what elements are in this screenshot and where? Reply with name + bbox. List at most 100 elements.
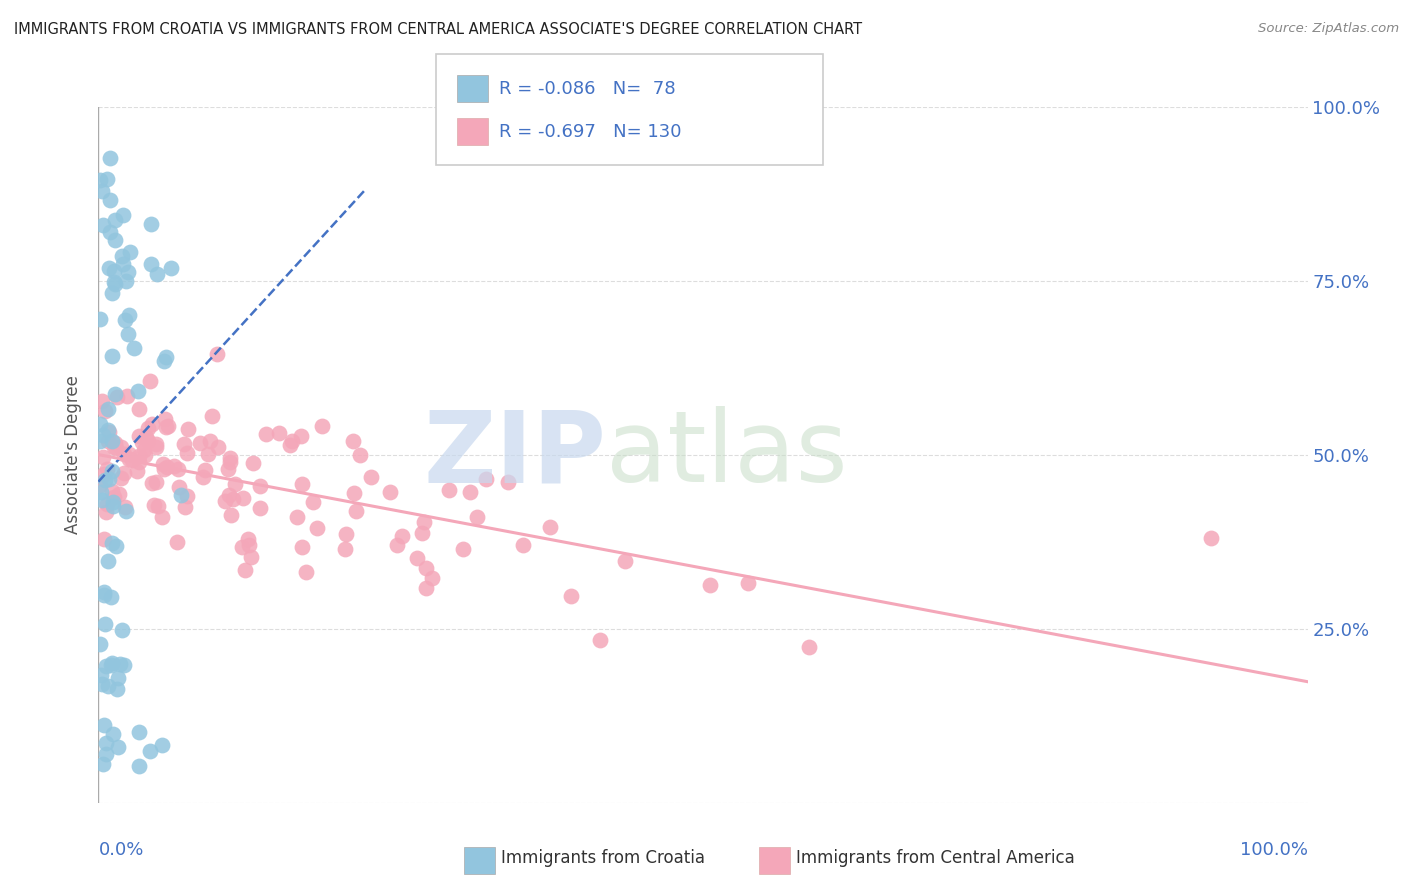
Point [139, 217, 162, 231]
Point [218, 454, 240, 468]
Point [94, 473, 117, 487]
Point [152, 462, 174, 476]
Text: R = -0.086   N=  78: R = -0.086 N= 78 [499, 79, 676, 98]
Point [101, 285, 124, 300]
Point [475, 472, 498, 486]
Point [125, 464, 148, 478]
Point [146, 499, 169, 513]
Point [145, 475, 167, 490]
Point [128, 759, 150, 773]
Point [93, 532, 115, 546]
Point [538, 519, 561, 533]
Point [120, 245, 142, 260]
Point [111, 623, 134, 637]
Point [103, 213, 125, 227]
Point [128, 402, 150, 417]
Point [221, 492, 243, 507]
Point [112, 466, 135, 480]
Point [413, 515, 436, 529]
Point [1199, 532, 1222, 546]
Text: 0.0%: 0.0% [98, 841, 143, 859]
Point [105, 441, 128, 455]
Point [97, 554, 120, 568]
Point [128, 724, 150, 739]
Point [291, 540, 314, 554]
Point [231, 491, 253, 506]
Point [239, 549, 262, 564]
Point [104, 277, 127, 292]
Point [112, 257, 135, 271]
Point [166, 462, 188, 476]
Point [496, 475, 519, 489]
Point [91, 184, 114, 198]
Point [97, 401, 120, 416]
Point [205, 347, 228, 361]
Point [799, 640, 821, 654]
Point [101, 483, 124, 498]
Point [100, 350, 122, 364]
Point [267, 425, 290, 440]
Point [98, 425, 121, 439]
Point [118, 447, 141, 461]
Point [117, 327, 139, 342]
Point [155, 351, 177, 365]
Point [117, 264, 139, 278]
Point [89, 173, 111, 187]
Point [512, 538, 534, 552]
Point [249, 479, 271, 493]
Point [121, 453, 143, 467]
Point [145, 267, 167, 281]
Point [103, 491, 125, 505]
Point [145, 436, 167, 450]
Point [191, 470, 214, 484]
Y-axis label: Associate's Degree: Associate's Degree [65, 376, 83, 534]
Point [93, 467, 115, 482]
Point [344, 504, 367, 518]
Point [139, 744, 162, 758]
Point [231, 540, 253, 554]
Point [98, 152, 121, 166]
Text: Immigrants from Central America: Immigrants from Central America [796, 849, 1074, 867]
Point [100, 464, 122, 478]
Point [96, 505, 118, 519]
Point [166, 535, 188, 549]
Point [94, 617, 117, 632]
Point [380, 484, 402, 499]
Point [108, 486, 131, 500]
Point [150, 510, 173, 524]
Point [415, 560, 437, 574]
Point [97, 679, 120, 693]
Point [360, 470, 382, 484]
Point [107, 671, 129, 685]
Point [110, 657, 132, 671]
Point [93, 585, 115, 599]
Point [101, 535, 124, 549]
Point [89, 417, 111, 431]
Point [285, 510, 308, 524]
Point [117, 389, 139, 403]
Point [420, 570, 443, 584]
Point [174, 500, 197, 514]
Point [238, 532, 260, 546]
Point [201, 409, 224, 424]
Point [589, 632, 612, 647]
Point [333, 541, 356, 556]
Point [141, 476, 163, 491]
Point [295, 565, 318, 579]
Point [128, 454, 150, 468]
Point [458, 484, 481, 499]
Point [97, 423, 120, 437]
Point [100, 591, 122, 605]
Point [278, 438, 301, 452]
Point [98, 226, 121, 240]
Point [89, 312, 111, 326]
Point [156, 460, 179, 475]
Point [176, 445, 198, 459]
Text: Immigrants from Croatia: Immigrants from Croatia [501, 849, 704, 867]
Point [97, 434, 120, 448]
Point [343, 486, 366, 500]
Point [214, 494, 236, 508]
Point [89, 434, 111, 448]
Point [96, 462, 118, 476]
Point [242, 456, 264, 470]
